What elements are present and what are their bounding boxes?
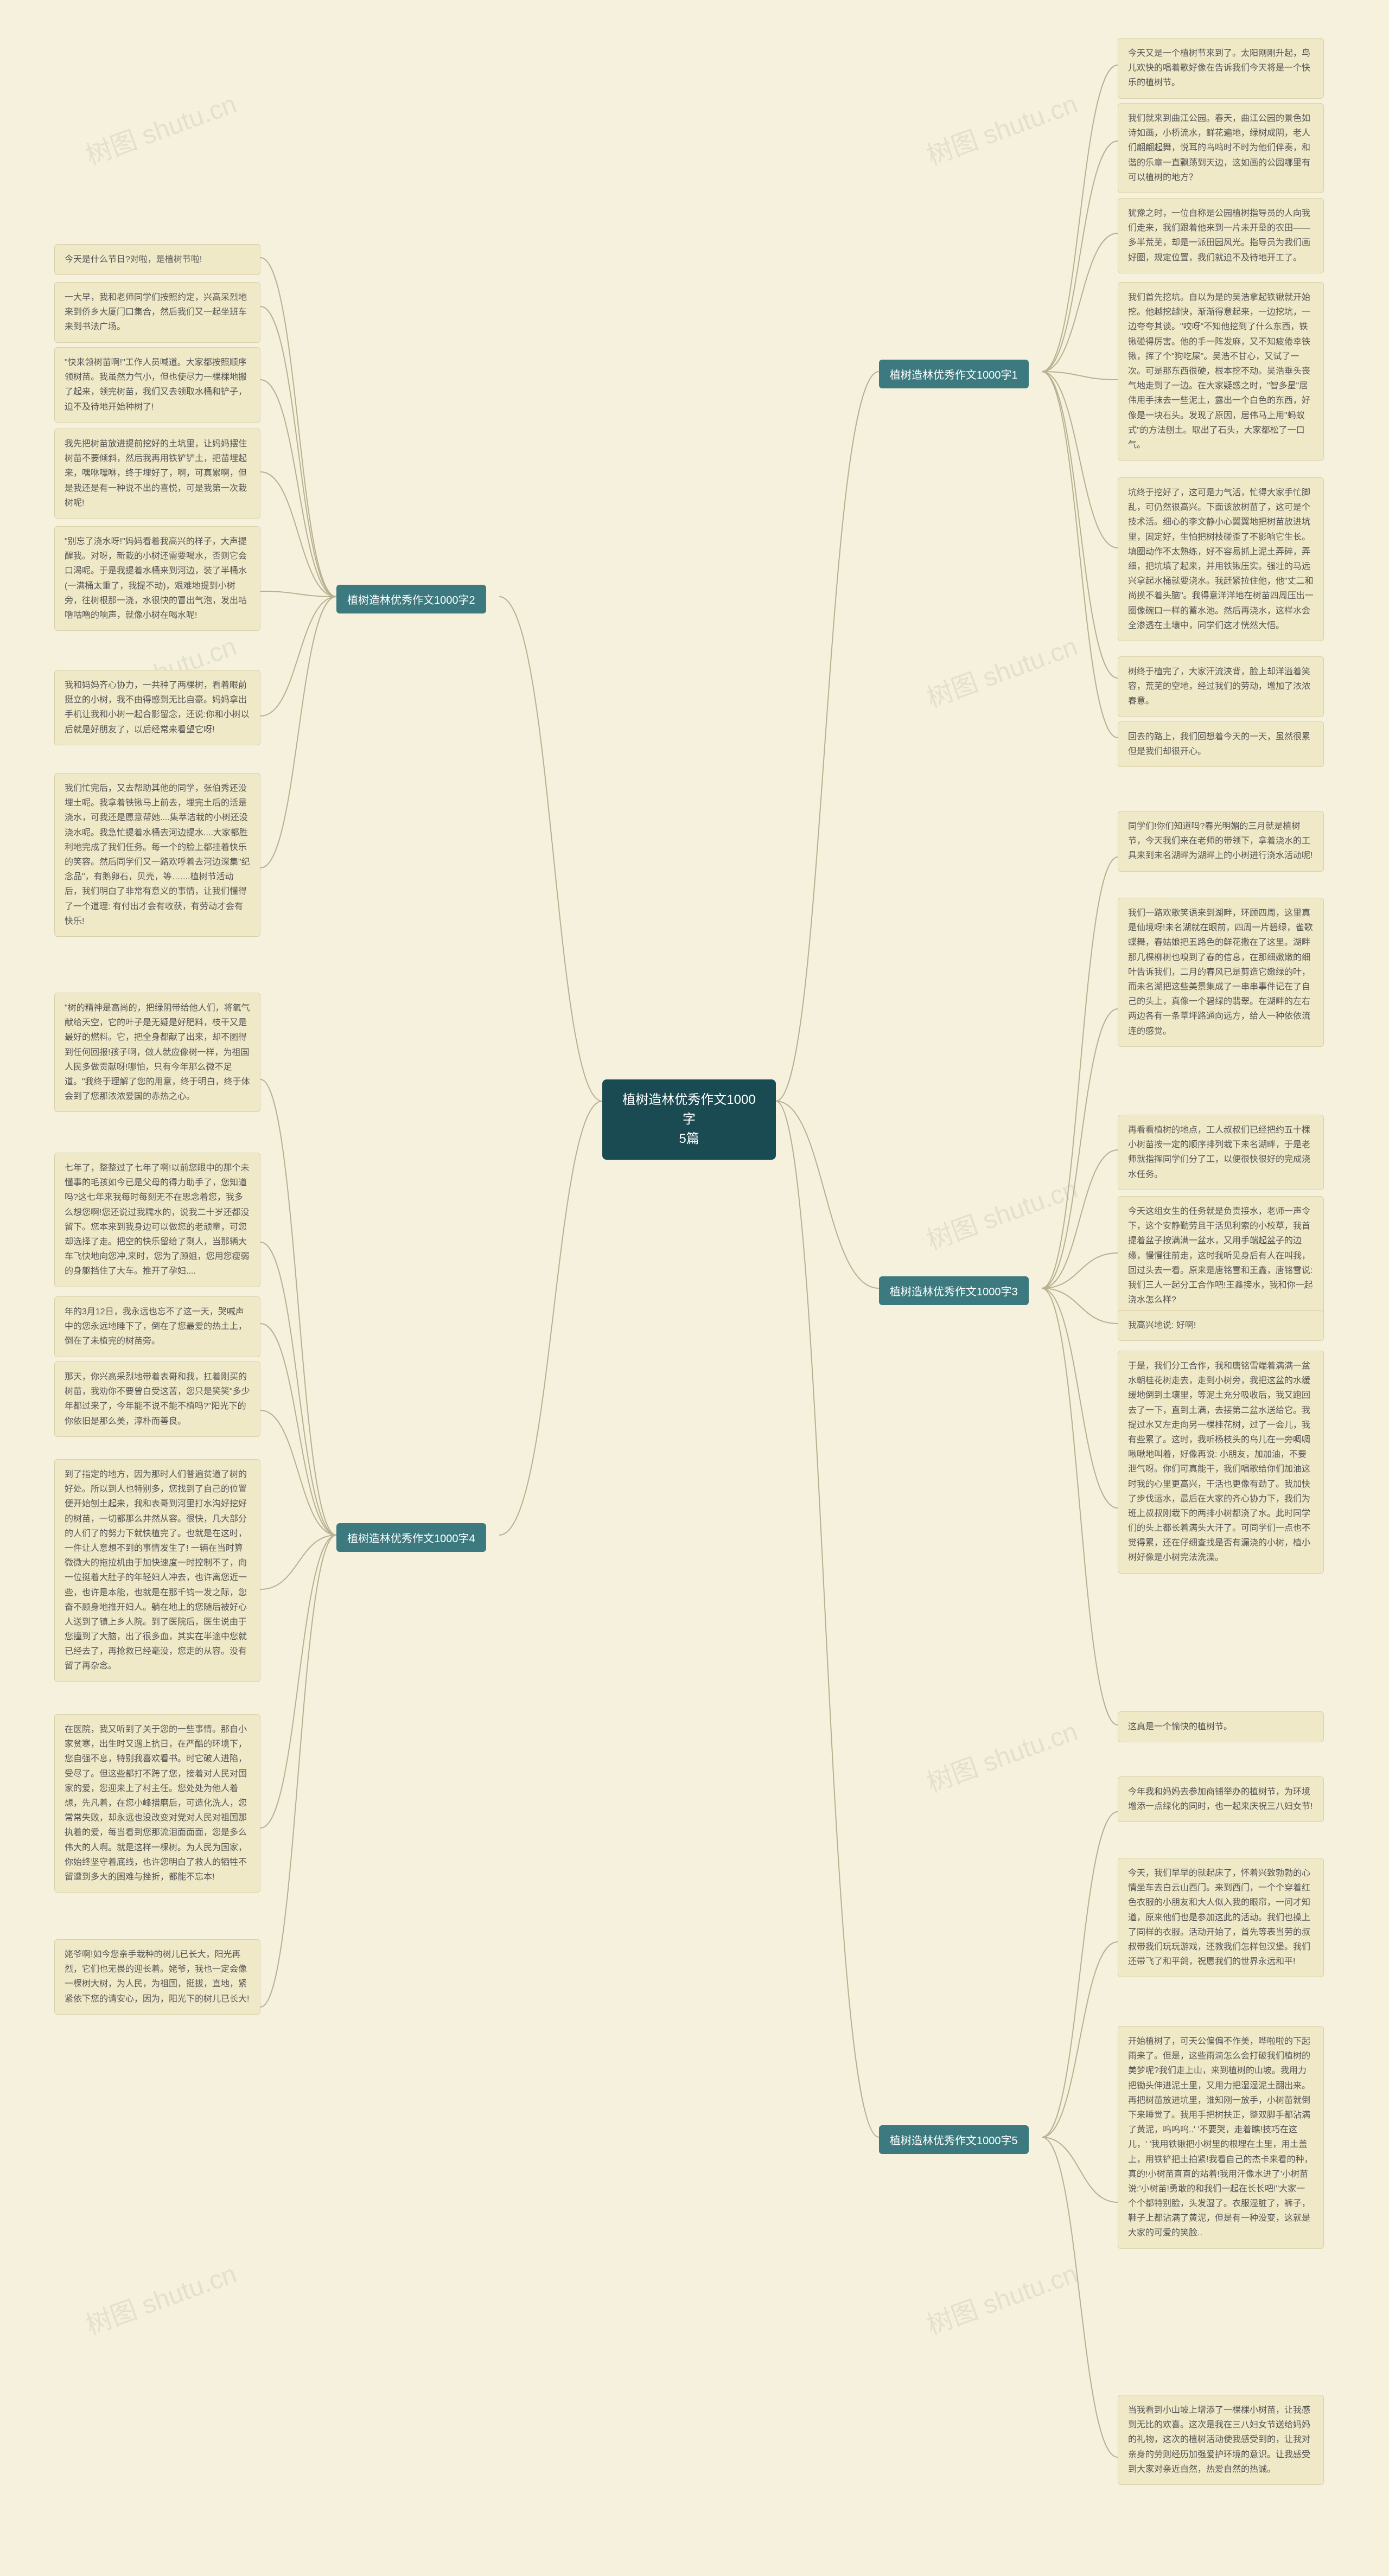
leaf-b1-5: 坑终于挖好了，这可是力气活，忙得大家手忙脚乱，可仍然很高兴。下面该放树苗了，这可… xyxy=(1118,477,1324,641)
leaf-b4-7: 姥爷啊!如今您亲手栽种的树儿已长大，阳光再烈，它们也无畏的迎长着。姥爷，我也一定… xyxy=(54,1939,260,2015)
leaf-b3-7: 这真是一个愉快的植树节。 xyxy=(1118,1711,1324,1742)
watermark: 树图 shutu.cn xyxy=(921,625,1082,714)
watermark: 树图 shutu.cn xyxy=(80,2252,241,2342)
branch-2: 植树造林优秀作文1000字2 xyxy=(336,585,486,613)
central-node: 植树造林优秀作文1000字 5篇 xyxy=(602,1079,776,1160)
leaf-b5-2: 今天，我们早早的就起床了，怀着兴致勃勃的心情坐车去白云山西门。来到西门，一个个穿… xyxy=(1118,1858,1324,1977)
watermark: 树图 shutu.cn xyxy=(921,1167,1082,1257)
central-title-line2: 5篇 xyxy=(679,1132,699,1146)
leaf-b4-2: 七年了，整整过了七年了啊!以前您眼中的那个未懂事的毛孩如今已是父母的得力助手了，… xyxy=(54,1153,260,1287)
branch-5: 植树造林优秀作文1000字5 xyxy=(879,2125,1029,2154)
branch-1: 植树造林优秀作文1000字1 xyxy=(879,360,1029,388)
leaf-b2-3: "快来领树苗啊!"工作人员喊道。大家都按照顺序领树苗。我虽然力气小，但也使尽力一… xyxy=(54,347,260,423)
leaf-b2-4: 我先把树苗放进提前挖好的土坑里，让妈妈摆住树苗不要倾斜，然后我再用铁铲铲土，把苗… xyxy=(54,429,260,519)
leaf-b5-1: 今年我和妈妈去参加商铺举办的植树节，为环境增添一点绿化的同时，也一起来庆祝三八妇… xyxy=(1118,1776,1324,1822)
leaf-b4-1: "树的精神是高尚的，把绿阴带给他人们，将氧气献给天空，它的叶子是无疑是好肥料，枝… xyxy=(54,993,260,1112)
leaf-b2-2: 一大早，我和老师同学们按照约定，兴高采烈地来到侨乡大厦门口集合，然后我们又一起坐… xyxy=(54,282,260,343)
central-title-line1: 植树造林优秀作文1000字 xyxy=(622,1092,755,1127)
leaf-b1-3: 犹豫之时，一位自称是公园植树指导员的人向我们走来，我们跟着他来到一片未开垦的农田… xyxy=(1118,198,1324,273)
leaf-b4-6: 在医院，我又听到了关于您的一些事情。那自小家贫寒，出生时又遇上抗日，在严酷的环境… xyxy=(54,1714,260,1893)
leaf-b4-3: 年的3月12日，我永远也忘不了这一天，哭喊声中的您永远地睡下了，倒在了您最爱的热… xyxy=(54,1296,260,1357)
watermark: 树图 shutu.cn xyxy=(921,82,1082,172)
leaf-b1-7: 回去的路上，我们回想着今天的一天，虽然很累但是我们却很开心。 xyxy=(1118,721,1324,767)
watermark: 树图 shutu.cn xyxy=(921,1710,1082,1799)
leaf-b5-4: 当我看到小山坡上增添了一棵棵小树苗，让我感到无比的欢喜。这次是我在三八妇女节送给… xyxy=(1118,2395,1324,2485)
leaf-b2-5: "别忘了浇水呀!"妈妈看着我高兴的样子，大声提醒我。对呀，新栽的小树还需要喝水，… xyxy=(54,526,260,631)
leaf-b4-4: 那天，你兴高采烈地带着表哥和我，扛着刚买的树苗，我劝你不要曾白受这苦，您只是笑笑… xyxy=(54,1361,260,1437)
leaf-b5-3: 开始植树了，可天公偏偏不作美，哗啦啦的下起雨来了。但是，这些雨滴怎么会打破我们植… xyxy=(1118,2026,1324,2249)
watermark: 树图 shutu.cn xyxy=(921,2252,1082,2342)
leaf-b1-4: 我们首先挖坑。自以为是的吴浩拿起铁锹就开始挖。他越挖越快，渐渐得意起来，一边挖坑… xyxy=(1118,282,1324,461)
leaf-b3-5: 我高兴地说: 好啊! xyxy=(1118,1310,1324,1341)
leaf-b2-6: 我和妈妈齐心协力，一共种了两棵树，看着眼前挺立的小树，我不由得感到无比自豪。妈妈… xyxy=(54,670,260,745)
watermark: 树图 shutu.cn xyxy=(80,82,241,172)
leaf-b3-3: 再看看植树的地点，工人叔叔们已经把约五十棵小树苗按一定的顺序排列栽下未名湖畔，于… xyxy=(1118,1115,1324,1190)
branch-4: 植树造林优秀作文1000字4 xyxy=(336,1523,486,1552)
branch-3: 植树造林优秀作文1000字3 xyxy=(879,1276,1029,1305)
leaf-b3-2: 我们一路欢歌笑语来到湖畔，环顾四周，这里真是仙境呀!未名湖就在眼前，四周一片碧绿… xyxy=(1118,898,1324,1047)
leaf-b4-5: 到了指定的地方，因为那时人们普遍贫道了树的好处。所以到人也特别多，您找到了自己的… xyxy=(54,1459,260,1682)
leaf-b3-6: 于是，我们分工合作，我和唐铭雪端着满满一盆水朝桂花树走去，走到小树旁，我把这盆的… xyxy=(1118,1351,1324,1574)
leaf-b1-6: 树终于植完了，大家汗流浃背，脸上却洋溢着笑容，荒芜的空地，经过我们的劳动，增加了… xyxy=(1118,656,1324,717)
leaf-b2-1: 今天是什么节日?对啦，是植树节啦! xyxy=(54,244,260,275)
leaf-b3-1: 同学们!你们知道吗?春光明媚的三月就是植树节，今天我们来在老师的带领下，拿着浇水… xyxy=(1118,811,1324,872)
leaf-b1-2: 我们就来到曲江公园。春天，曲江公园的景色如诗如画，小桥流水，鲜花遍地，绿树成阴，… xyxy=(1118,103,1324,193)
leaf-b1-1: 今天又是一个植树节来到了。太阳刚刚升起，鸟儿欢快的唱着歌好像在告诉我们今天将是一… xyxy=(1118,38,1324,99)
leaf-b3-4: 今天这组女生的任务就是负责接水，老师一声令下，这个安静勤劳且干活见利索的小校草，… xyxy=(1118,1196,1324,1315)
leaf-b2-7: 我们忙完后，又去帮助其他的同学，张伯秀还没埋土呢。我拿着铁锹马上前去，埋完土后的… xyxy=(54,773,260,937)
